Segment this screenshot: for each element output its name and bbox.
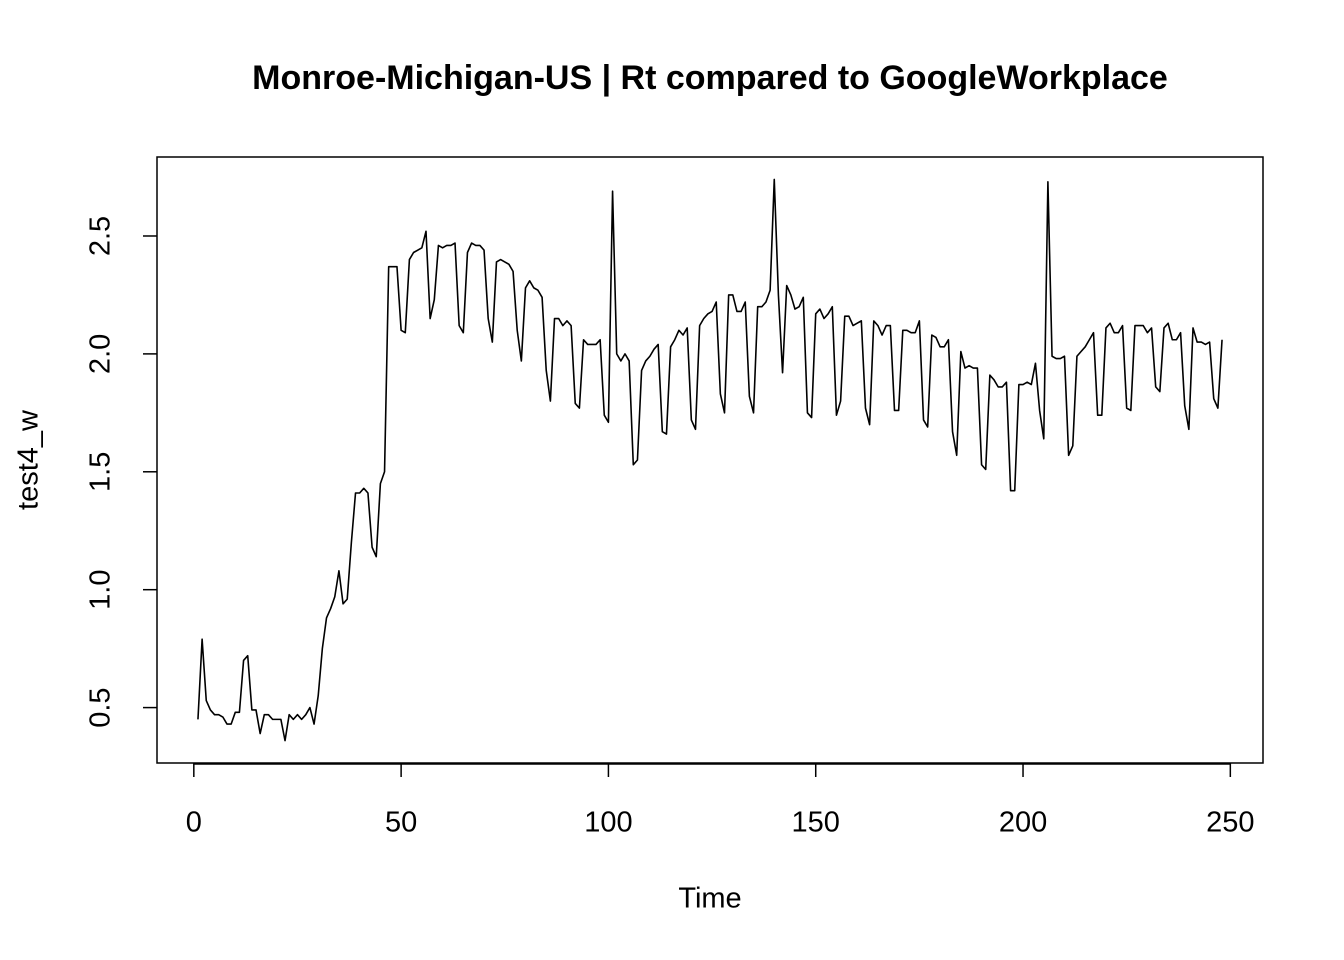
y-tick-label: 1.5	[85, 452, 117, 492]
y-tick-label: 2.5	[85, 216, 117, 256]
x-tick-label: 50	[385, 807, 417, 839]
y-tick-label: 2.0	[85, 334, 117, 374]
x-tick-label: 250	[1206, 807, 1254, 839]
x-tick-label: 200	[999, 807, 1047, 839]
x-tick-label: 100	[584, 807, 632, 839]
x-tick-label: 150	[792, 807, 840, 839]
series-line	[197, 178, 1223, 742]
chart-title: Monroe-Michigan-US | Rt compared to Goog…	[252, 59, 1168, 97]
y-axis-label: test4_w	[13, 409, 45, 510]
y-tick-label: 0.5	[85, 687, 117, 727]
plot-frame	[156, 156, 1264, 764]
x-tick-label: 0	[186, 807, 202, 839]
y-tick-label: 1.0	[85, 570, 117, 610]
x-axis-label: Time	[678, 883, 741, 915]
